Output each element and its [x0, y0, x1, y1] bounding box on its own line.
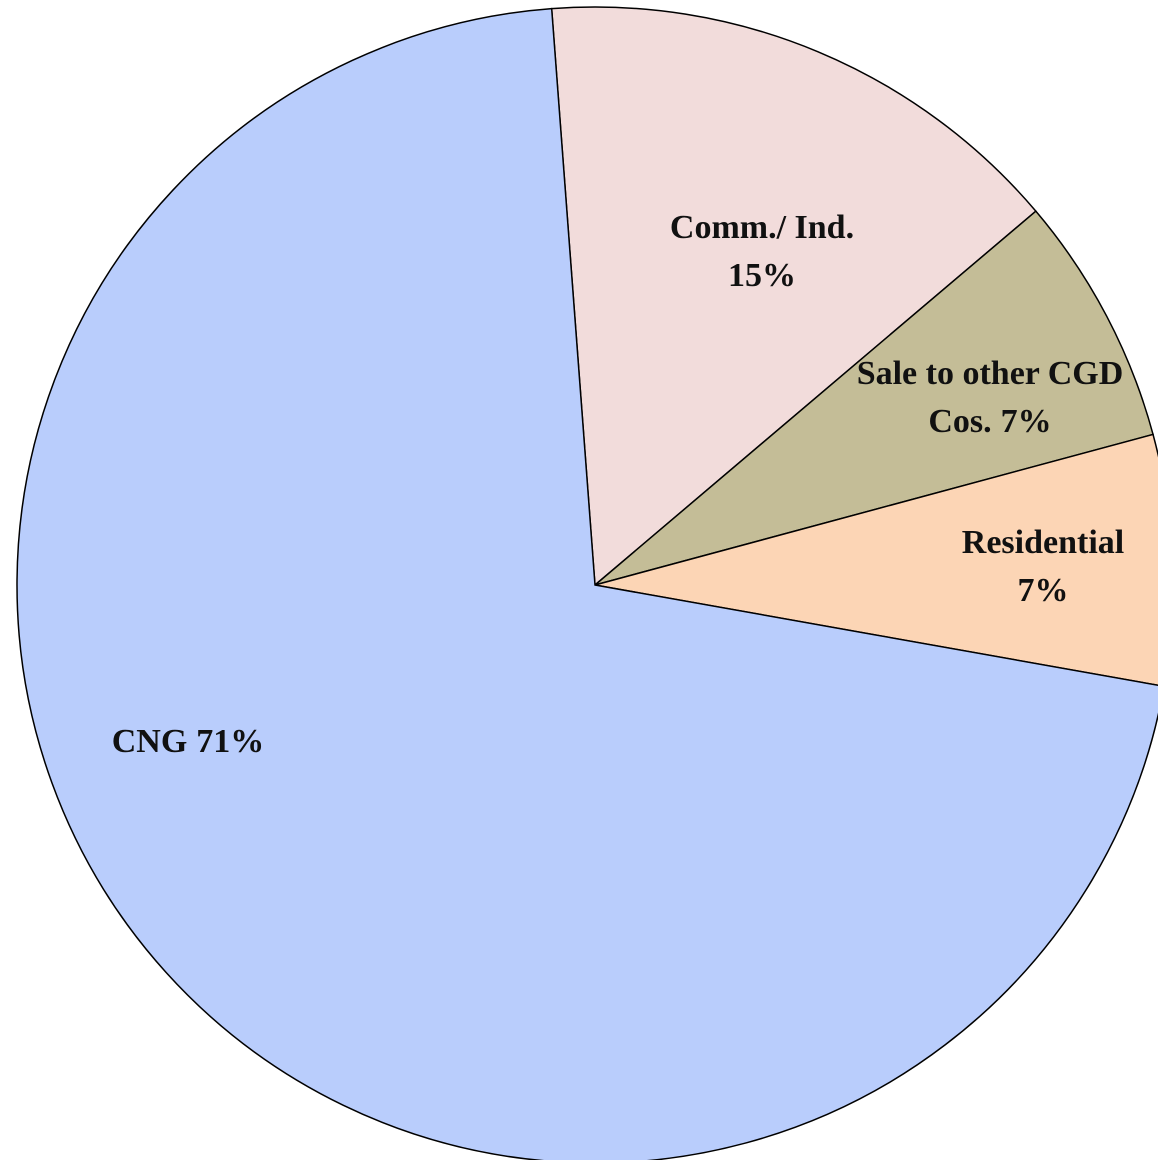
value-label: 7% [1017, 572, 1069, 609]
slice-label: Comm./ Ind. 15% [612, 204, 912, 300]
pie-slice [16, 7, 1158, 1160]
value-label: 15% [728, 257, 796, 294]
category-label: CNG [111, 723, 188, 760]
pie-slice [550, 6, 1037, 587]
category-label: Residential [961, 524, 1125, 561]
slice-label: CNG 71% [38, 718, 338, 766]
pie-slice [594, 210, 1154, 586]
value-label: 71% [196, 723, 265, 760]
pie-slice [594, 433, 1158, 687]
value-label: 7% [1000, 403, 1052, 440]
slice-label: Residential 7% [923, 519, 1158, 615]
category-label: Sale to other CGD Cos. [856, 355, 1124, 440]
slice-label: Sale to other CGD Cos. 7% [855, 350, 1125, 446]
category-label: Comm./ Ind. [669, 209, 855, 246]
